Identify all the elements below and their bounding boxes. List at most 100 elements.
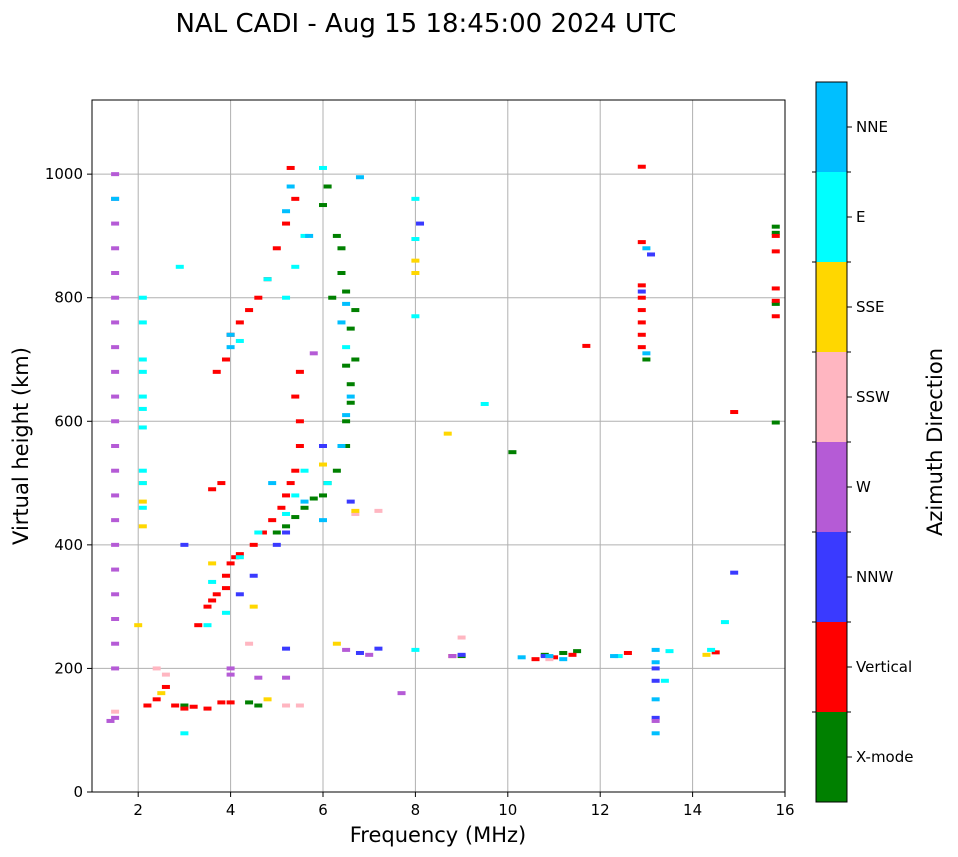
x-axis-label: Frequency (MHz) [350,823,526,847]
data-point [665,649,674,654]
data-point [346,394,355,399]
data-point [291,264,300,269]
data-point [226,332,235,337]
data-point [282,703,291,708]
data-point [540,654,549,659]
data-point [203,706,212,711]
data-point [161,672,170,677]
data-point [138,499,147,504]
data-point [771,301,780,306]
data-point [272,530,281,535]
data-point [203,623,212,628]
data-point [573,649,582,654]
data-point [351,357,360,362]
data-point [152,666,161,671]
data-point [111,444,120,448]
data-point [332,641,341,646]
data-point [111,592,120,597]
data-point [161,684,170,689]
colorbar-category-label: SSW [856,388,890,406]
data-point [194,623,203,628]
data-point [235,338,244,343]
series-nnw [180,221,739,720]
y-tick-label: 400 [54,536,83,554]
data-point [374,508,383,513]
data-point [623,650,632,655]
data-point [707,647,716,652]
data-point [235,552,244,557]
data-point [342,419,351,424]
data-point [272,542,281,547]
data-point [637,240,646,245]
data-point [337,444,346,448]
y-tick-label: 800 [54,289,83,307]
y-tick-label: 600 [54,412,83,430]
colorbar-category-label: SSE [856,298,885,316]
data-point [282,493,291,498]
data-point [651,715,660,720]
data-point [249,573,258,578]
data-point [610,654,619,659]
data-point [637,345,646,350]
data-point [282,511,291,516]
data-point [111,666,120,671]
data-point [319,444,327,448]
x-tick-label: 12 [591,801,610,819]
colorbar-frame [815,81,848,803]
data-point [138,406,147,411]
data-point [208,487,217,492]
data-point [291,394,300,399]
data-point [337,320,346,325]
colorbar-category-label: NNW [856,568,893,586]
data-point [711,650,720,655]
data-point [702,652,711,657]
colorbar-swatch [816,262,847,352]
data-point [365,652,374,657]
data-point [323,481,332,486]
colorbar-label: Azimuth Direction [923,348,947,536]
data-point [111,709,120,714]
data-point [208,579,217,584]
data-point [342,647,351,652]
data-point [642,357,651,362]
data-point [328,295,337,300]
colorbar-category-label: Vertical [856,658,912,676]
plot-frame [91,99,786,793]
data-point [254,703,263,708]
data-point [651,718,660,723]
x-axis-ticks: 2 4 6 8 10 12 14 16 [133,792,795,819]
data-point [212,592,221,597]
data-point [295,369,304,374]
data-point [517,655,526,660]
data-point [730,410,739,415]
data-point [651,660,660,665]
data-point [111,295,120,300]
data-point [346,400,355,405]
data-point [642,351,651,356]
data-point [660,678,669,683]
data-point [263,697,272,702]
data-point [614,654,623,659]
data-point [411,258,420,263]
data-point [295,703,304,708]
data-point [637,289,646,294]
data-point [111,493,120,498]
x-tick-label: 10 [498,801,517,819]
data-point [138,468,147,473]
data-point [111,394,120,399]
series-nne [111,175,660,736]
data-point [337,271,346,275]
data-point [342,444,351,448]
data-point [771,233,780,238]
data-point [332,233,341,238]
data-point [111,567,120,572]
data-point [138,425,147,430]
data-point [545,657,554,662]
data-point [226,666,235,671]
colorbar-swatch [816,442,847,532]
data-point [342,301,351,306]
data-point [221,610,230,615]
data-point [771,298,780,303]
data-point [647,252,656,257]
